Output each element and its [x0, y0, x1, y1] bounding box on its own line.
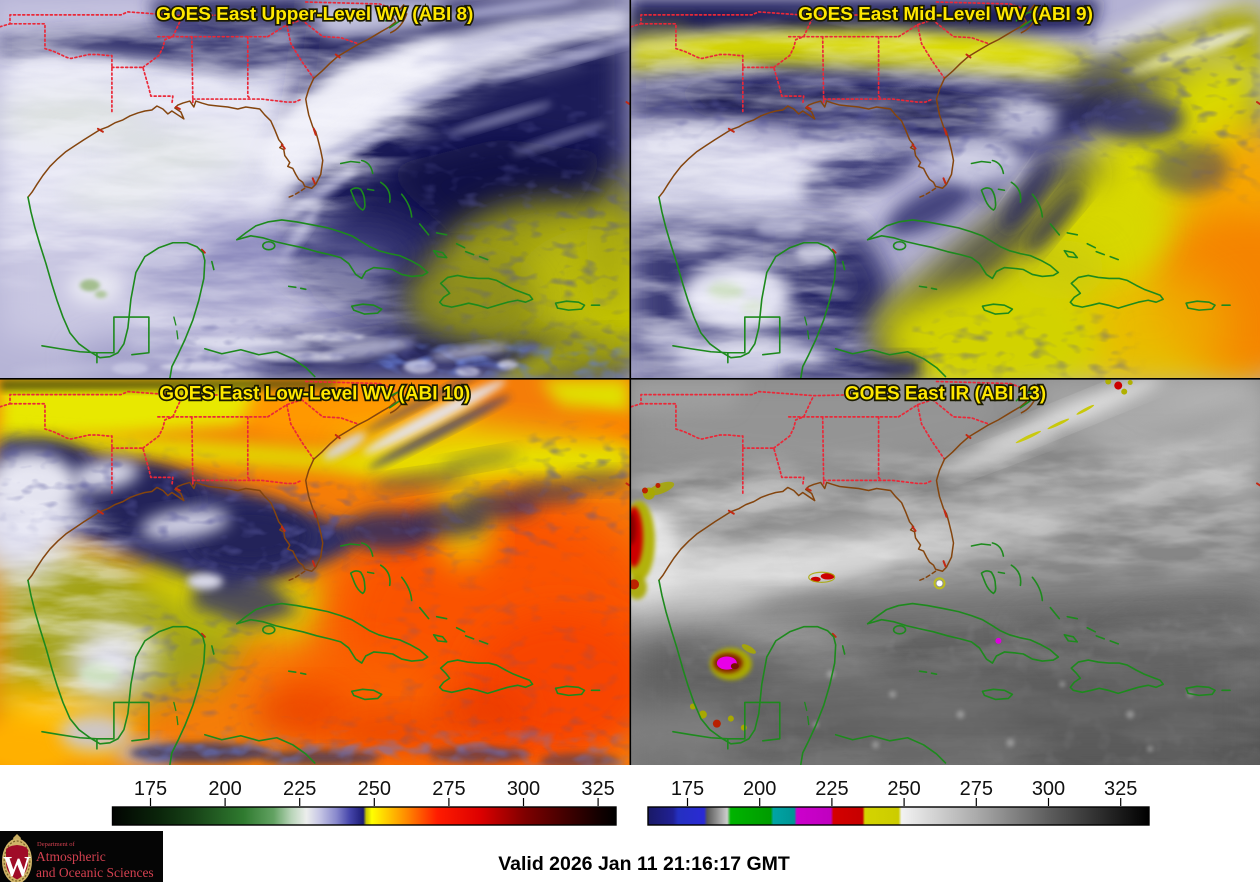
svg-text:Atmospheric: Atmospheric: [36, 849, 106, 864]
svg-text:250: 250: [358, 778, 391, 800]
svg-text:and Oceanic Sciences: and Oceanic Sciences: [36, 865, 154, 880]
svg-text:175: 175: [134, 778, 167, 800]
svg-text:300: 300: [1032, 778, 1065, 800]
svg-text:GOES East Mid-Level WV (ABI 9): GOES East Mid-Level WV (ABI 9): [798, 4, 1093, 25]
svg-text:250: 250: [887, 778, 920, 800]
svg-text:300: 300: [507, 778, 540, 800]
svg-text:275: 275: [432, 778, 465, 800]
svg-text:Valid 2026 Jan 11 21:16:17 GMT: Valid 2026 Jan 11 21:16:17 GMT: [498, 853, 790, 875]
svg-text:175: 175: [671, 778, 704, 800]
svg-text:275: 275: [960, 778, 993, 800]
svg-text:225: 225: [815, 778, 848, 800]
svg-text:200: 200: [208, 778, 241, 800]
svg-text:Department of: Department of: [37, 841, 76, 848]
svg-text:325: 325: [1104, 778, 1137, 800]
svg-text:GOES East Low-Level WV (ABI 10: GOES East Low-Level WV (ABI 10): [159, 384, 470, 405]
svg-text:GOES East IR (ABI 13): GOES East IR (ABI 13): [845, 384, 1046, 405]
svg-text:325: 325: [581, 778, 614, 800]
svg-text:225: 225: [283, 778, 316, 800]
svg-text:200: 200: [743, 778, 776, 800]
svg-text:W: W: [3, 852, 31, 882]
svg-text:GOES East Upper-Level WV (ABI: GOES East Upper-Level WV (ABI 8): [156, 4, 473, 25]
